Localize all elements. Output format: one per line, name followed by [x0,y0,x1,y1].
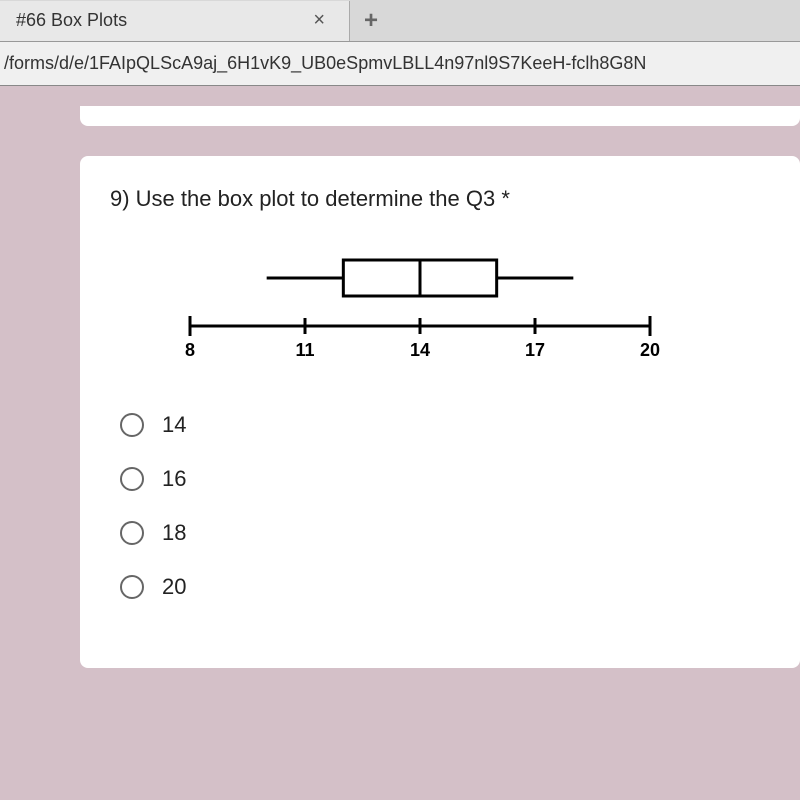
radio-icon [120,575,144,599]
box-plot-svg: 8 11 14 17 20 [170,242,670,382]
svg-text:20: 20 [640,340,660,360]
url-text: /forms/d/e/1FAIpQLScA9aj_6H1vK9_UB0eSpmv… [4,53,646,74]
option-20[interactable]: 20 [120,574,770,600]
content-area: 9) Use the box plot to determine the Q3 … [0,86,800,668]
radio-icon [120,521,144,545]
radio-icon [120,467,144,491]
svg-text:8: 8 [185,340,195,360]
url-bar[interactable]: /forms/d/e/1FAIpQLScA9aj_6H1vK9_UB0eSpmv… [0,42,800,86]
box-plot-figure: 8 11 14 17 20 [170,242,670,382]
option-label: 20 [162,574,186,600]
svg-text:14: 14 [410,340,430,360]
option-label: 18 [162,520,186,546]
options-group: 14 16 18 20 [120,412,770,600]
option-16[interactable]: 16 [120,466,770,492]
svg-text:17: 17 [525,340,545,360]
tab-bar: #66 Box Plots × + [0,0,800,42]
new-tab-button[interactable]: + [350,7,392,35]
option-label: 14 [162,412,186,438]
question-card: 9) Use the box plot to determine the Q3 … [80,156,800,668]
svg-text:11: 11 [295,340,314,360]
close-icon[interactable]: × [305,9,333,32]
browser-tab[interactable]: #66 Box Plots × [0,1,350,41]
tab-title: #66 Box Plots [16,10,127,31]
option-18[interactable]: 18 [120,520,770,546]
radio-icon [120,413,144,437]
option-label: 16 [162,466,186,492]
option-14[interactable]: 14 [120,412,770,438]
question-text: 9) Use the box plot to determine the Q3 … [110,186,770,212]
previous-card-edge [80,106,800,126]
